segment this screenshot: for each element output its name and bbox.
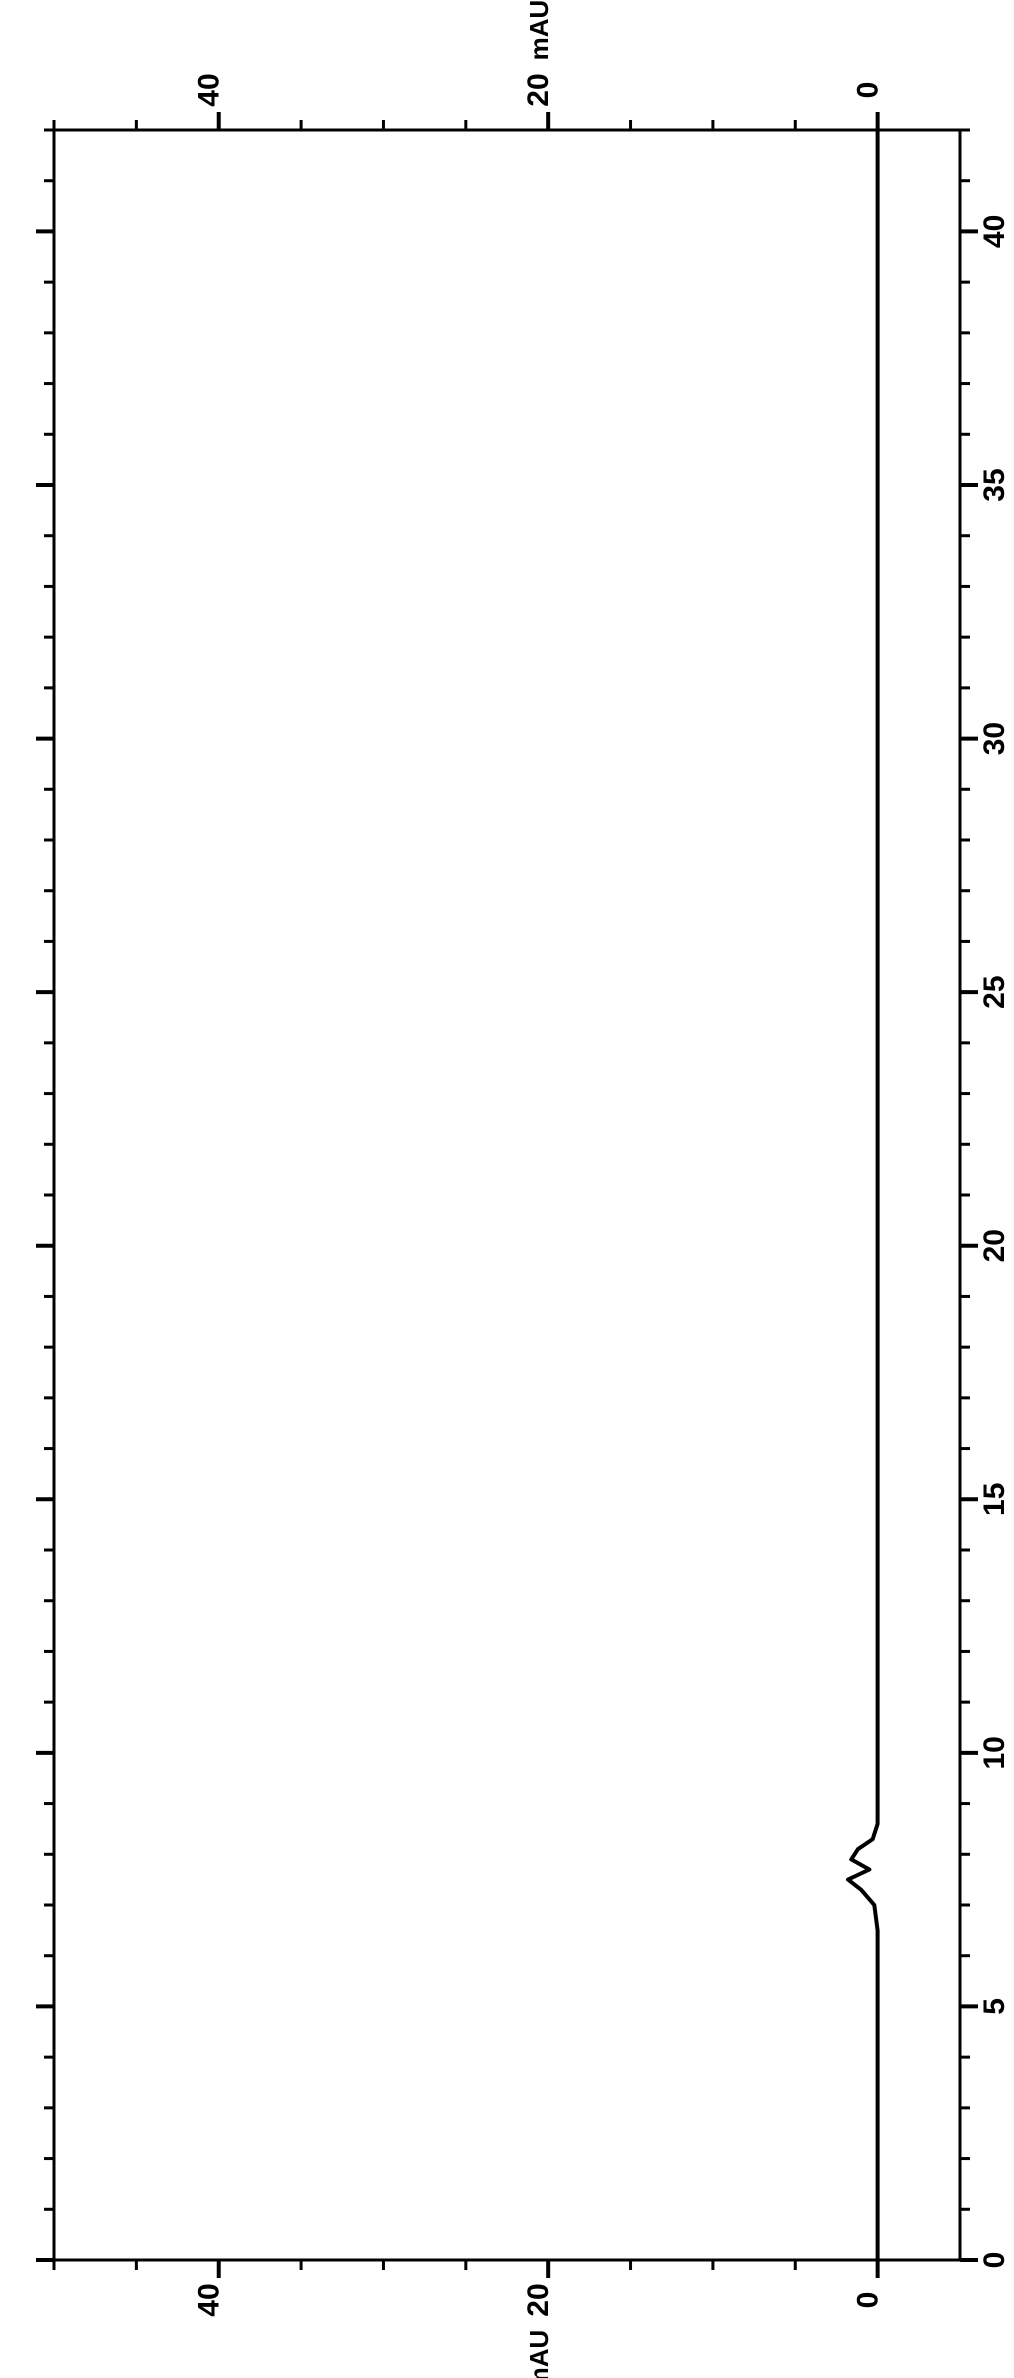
x-tick-label: 0	[978, 2252, 1011, 2269]
y-tick-label: 40	[193, 2283, 226, 2316]
y-axis-label-top: mAU	[524, 0, 554, 60]
x-tick-label: 15	[978, 1483, 1011, 1516]
x-tick-label: 25	[978, 975, 1011, 1008]
page-root: 05101520253035400204002040MinutesmAUmAU	[0, 0, 1014, 2378]
y-tick-label: 20	[522, 73, 555, 106]
x-tick-label: 35	[978, 468, 1011, 501]
plot-frame	[54, 130, 960, 2260]
y-tick-label: 0	[852, 82, 885, 99]
y-tick-label: 20	[522, 2283, 555, 2316]
x-tick-label: 5	[978, 1998, 1011, 2015]
x-tick-label: 10	[978, 1736, 1011, 1769]
y-axis-label-bottom: mAU	[524, 2330, 554, 2378]
x-tick-label: 30	[978, 722, 1011, 755]
chromatogram-chart: 05101520253035400204002040MinutesmAUmAU	[0, 0, 1014, 2378]
x-tick-label: 20	[978, 1229, 1011, 1262]
y-tick-label: 40	[193, 73, 226, 106]
y-tick-label: 0	[852, 2292, 885, 2309]
x-tick-label: 40	[978, 215, 1011, 248]
